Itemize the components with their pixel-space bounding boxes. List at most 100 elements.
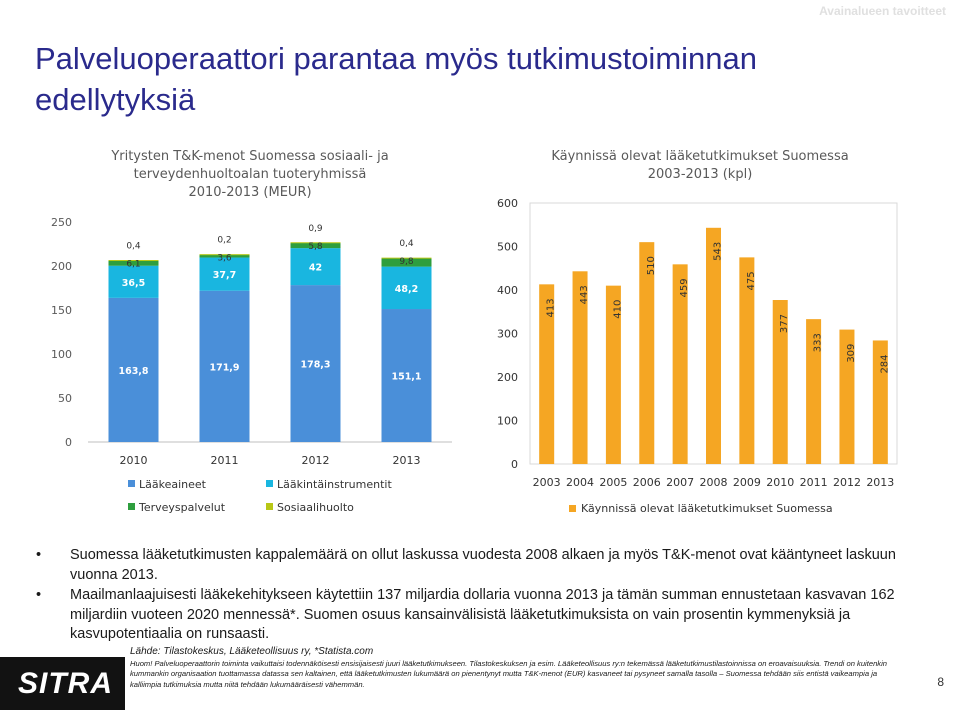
logo-text: SITRA xyxy=(18,667,113,700)
chart-right-title-line: 2003-2013 (kpl) xyxy=(647,167,753,182)
x-tick-label: 2005 xyxy=(599,476,627,489)
x-tick-label: 2003 xyxy=(533,476,561,489)
data-label: 309 xyxy=(846,344,857,363)
y-tick-label: 0 xyxy=(65,436,72,449)
bullet-list: • Suomessa lääketutkimusten kappalemäärä … xyxy=(36,546,896,646)
data-label: 0,4 xyxy=(126,241,141,251)
data-label: 510 xyxy=(646,256,657,275)
data-label: 0,2 xyxy=(217,235,231,245)
bullet-dot: • xyxy=(36,547,42,563)
legend-label: Lääkeaineet xyxy=(139,478,207,491)
bar-segment xyxy=(381,257,432,267)
bar xyxy=(605,285,621,464)
x-tick-label: 2011 xyxy=(800,476,828,489)
x-tick-label: 2011 xyxy=(211,454,239,467)
x-tick-label: 2012 xyxy=(302,454,330,467)
data-label: 163,8 xyxy=(118,366,148,377)
y-tick-label: 0 xyxy=(511,458,518,471)
data-label: 6,1 xyxy=(126,259,140,269)
data-label: 171,9 xyxy=(209,362,239,373)
legend-swatch xyxy=(266,480,273,487)
legend-swatch xyxy=(569,505,576,512)
y-tick-label: 200 xyxy=(51,260,72,273)
chart-right-clinical-trials: 0 100 200 300 400 500 600 413 2003 443 2004 410 2005… xyxy=(497,197,898,515)
bar xyxy=(772,300,788,464)
bar-segment xyxy=(290,242,341,244)
x-tick-label: 2012 xyxy=(833,476,861,489)
bar-segment xyxy=(199,257,250,291)
data-label: 410 xyxy=(612,300,623,319)
bar-segment xyxy=(290,285,341,442)
bullet-item: • Suomessa lääketutkimusten kappalemäärä … xyxy=(36,546,896,585)
data-label: 0,9 xyxy=(308,224,323,234)
legend-label: Lääkintäinstrumentit xyxy=(277,478,392,491)
bar-segment xyxy=(199,254,250,256)
data-label: 151,1 xyxy=(391,372,421,383)
y-tick-label: 50 xyxy=(58,392,72,405)
y-tick-label: 100 xyxy=(497,415,518,428)
bar-segment xyxy=(199,254,250,258)
bar-segment xyxy=(381,257,432,259)
legend-label: Terveyspalvelut xyxy=(138,501,226,514)
bullet-dot: • xyxy=(36,587,42,603)
bar xyxy=(672,264,688,464)
x-tick-label: 2013 xyxy=(866,476,894,489)
y-tick-label: 150 xyxy=(51,304,72,317)
bullet-text: Suomessa lääketutkimusten kappalemäärä o… xyxy=(70,547,896,583)
data-label: 37,7 xyxy=(213,270,236,281)
page-number: 8 xyxy=(937,675,944,689)
data-label: 178,3 xyxy=(300,360,330,371)
bar-segment xyxy=(108,265,159,298)
legend-swatch xyxy=(266,503,273,510)
y-tick-label: 600 xyxy=(497,197,518,210)
sitra-logo: SITRA xyxy=(0,657,125,710)
bullet-text: Maailmanlaajuisesti lääkekehitykseen käy… xyxy=(70,587,895,642)
chart-left-title-line: 2010-2013 (MEUR) xyxy=(188,185,312,200)
legend-label: Käynnissä olevat lääketutkimukset Suomes… xyxy=(581,502,833,515)
section-tag: Avainalueen tavoitteet xyxy=(819,4,946,18)
data-label: 475 xyxy=(746,271,757,290)
legend-swatch xyxy=(128,503,135,510)
data-label: 3,6 xyxy=(217,253,232,263)
bar xyxy=(806,319,822,464)
data-label: 284 xyxy=(879,354,890,373)
x-tick-label: 2007 xyxy=(666,476,694,489)
chart-right-title: Käynnissä olevat lääketutkimukset Suomes… xyxy=(500,148,900,184)
bar-segment xyxy=(381,309,432,442)
x-tick-label: 2010 xyxy=(766,476,794,489)
x-tick-label: 2010 xyxy=(120,454,148,467)
data-label: 413 xyxy=(546,298,557,317)
legend-label: Sosiaalihuolto xyxy=(277,501,354,514)
data-label: 48,2 xyxy=(395,284,418,295)
y-tick-label: 400 xyxy=(497,284,518,297)
x-tick-label: 2006 xyxy=(633,476,661,489)
data-label: 443 xyxy=(579,285,590,304)
chart-left-title: Yritysten T&K-menot Suomessa sosiaali- j… xyxy=(60,148,440,202)
x-tick-label: 2008 xyxy=(700,476,728,489)
bar xyxy=(872,340,888,464)
y-tick-label: 200 xyxy=(497,371,518,384)
chart-left-title-line: terveydenhuoltoalan tuoteryhmissä xyxy=(133,167,367,182)
data-label: 377 xyxy=(779,314,790,333)
bar xyxy=(539,284,555,464)
footnote: Huom! Palveluoperaattorin toiminta vaiku… xyxy=(130,659,888,689)
y-tick-label: 300 xyxy=(497,328,518,341)
y-tick-label: 500 xyxy=(497,241,518,254)
data-label: 459 xyxy=(679,278,690,297)
data-label: 9,8 xyxy=(399,257,414,267)
bar-segment xyxy=(199,290,250,442)
bar xyxy=(639,242,655,464)
page-title: Palveluoperaattori parantaa myös tutkimu… xyxy=(35,41,757,117)
bar xyxy=(839,329,855,464)
y-tick-label: 250 xyxy=(51,216,72,229)
bullet-item: • Maailmanlaajuisesti lääkekehitykseen kä… xyxy=(36,586,896,645)
x-tick-label: 2009 xyxy=(733,476,761,489)
chart-left-rd-spending: 0 50 100 150 200 250 163,8 36,5 6,1 0,4 2010 171,9 3… xyxy=(51,216,452,514)
data-label: 42 xyxy=(309,263,322,274)
x-tick-label: 2013 xyxy=(393,454,421,467)
bar-segment xyxy=(290,243,341,249)
data-label: 333 xyxy=(813,333,824,352)
y-tick-label: 100 xyxy=(51,348,72,361)
bar-segment xyxy=(108,260,159,266)
